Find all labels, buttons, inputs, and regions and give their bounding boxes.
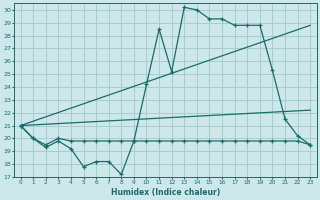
X-axis label: Humidex (Indice chaleur): Humidex (Indice chaleur) [111, 188, 220, 197]
